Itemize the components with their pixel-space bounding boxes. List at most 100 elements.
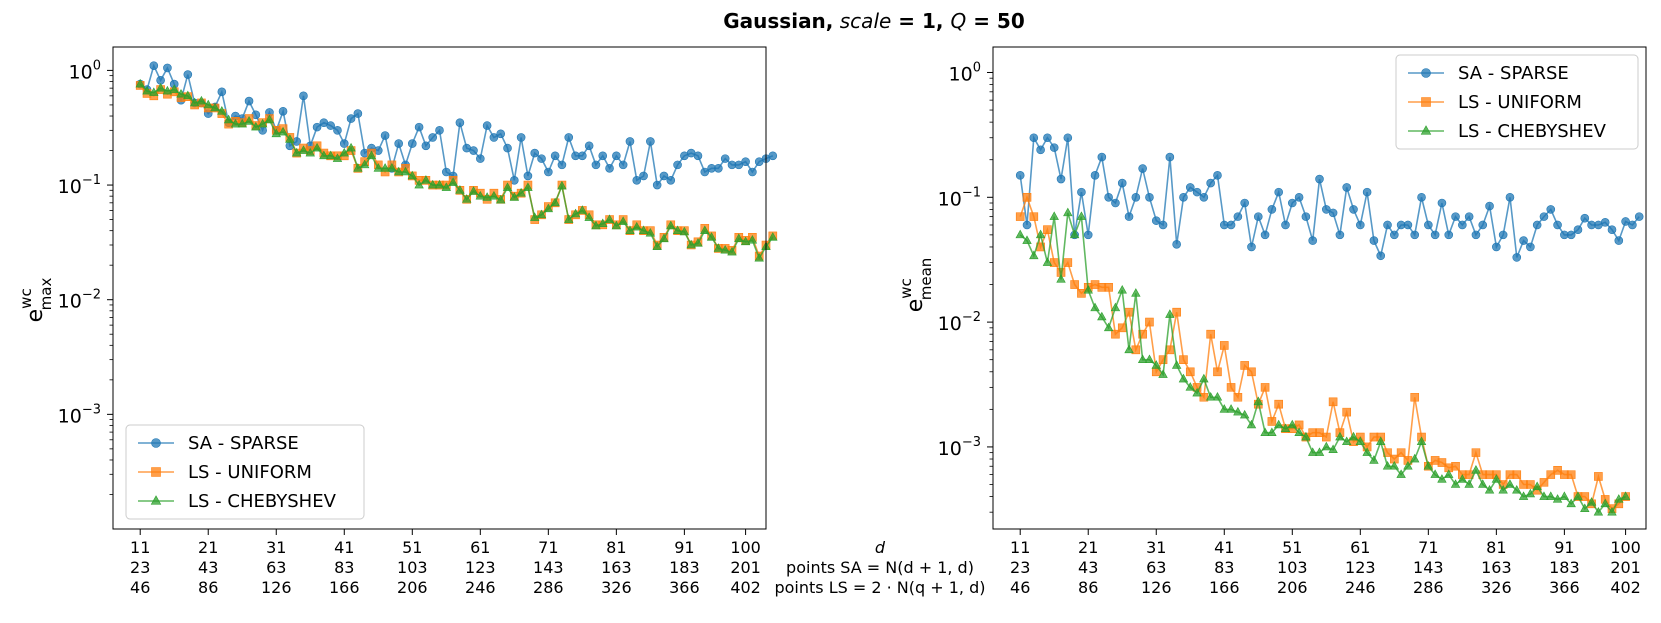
data-point [673,160,682,170]
data-point [1213,367,1222,377]
data-point [516,133,526,142]
data-point [475,190,486,200]
data-point [1614,236,1624,245]
data-point [1620,491,1631,500]
data-point [1111,329,1120,339]
data-point [1219,404,1229,413]
data-point [1573,491,1583,500]
data-point [1546,470,1556,479]
xtick-label-ls: 286 [1413,578,1444,597]
data-point [646,137,655,146]
xtick-label-ls: 206 [1277,578,1308,597]
ytick-label: 100 [949,60,981,85]
data-point [659,171,669,181]
data-point [332,153,343,162]
data-point [1390,230,1399,240]
data-point [1104,192,1113,202]
data-point [285,134,295,143]
data-point [1247,242,1256,252]
xtick-label-d: 51 [1282,538,1302,557]
data-point [564,214,574,223]
data-point [1233,392,1243,402]
data-point [598,218,608,228]
data-point [1403,220,1413,230]
data-point [1369,236,1379,245]
data-point [1273,419,1284,429]
xtick-label-sa: 201 [730,558,761,577]
right-plot-frame [992,46,1647,530]
data-point [387,163,397,172]
data-point [740,236,751,246]
xtick-label-d: 21 [1078,538,1098,557]
legend-label: LS - CHEBYSHEV [188,491,337,512]
xaxis-row-label-d: d [875,538,886,557]
data-point [632,221,642,231]
data-point [1552,494,1563,503]
ytick-base: 10 [58,405,82,427]
data-point [1532,220,1542,230]
legend-frame [1395,54,1639,150]
data-point [1145,192,1154,202]
data-point [1314,447,1325,456]
data-point [489,133,499,142]
data-point [400,166,411,176]
data-point [1444,230,1454,240]
xtick-label-sa: 23 [130,558,150,577]
data-point [1063,207,1073,217]
data-point [1376,436,1386,446]
data-point [1580,503,1590,512]
data-point [1322,205,1331,214]
xtick-label-d: 71 [538,538,558,557]
data-point [237,118,247,128]
xtick-label-sa: 123 [1345,558,1376,577]
title-eq2: = 50 [966,9,1025,33]
data-point [530,148,540,158]
data-point [1056,174,1066,184]
data-point [1349,205,1358,214]
data-point [1471,448,1481,457]
data-point [1559,491,1570,500]
data-point [325,150,336,160]
ytick-exp: −3 [82,402,101,417]
data-point [244,116,254,125]
data-point [1594,472,1603,481]
data-point [700,167,710,177]
xtick-label-d: 41 [1214,538,1234,557]
data-point [1376,251,1386,261]
xtick-label-ls: 86 [198,578,218,597]
data-point [1165,152,1175,162]
data-point [1621,217,1630,226]
data-point [659,233,669,243]
data-point [1124,307,1134,317]
data-point [1593,506,1604,516]
data-point [169,84,179,93]
data-point [666,220,676,230]
data-point [1158,369,1168,378]
data-point [1403,461,1413,470]
data-point [1239,409,1250,419]
data-point [1321,441,1332,451]
data-point [536,209,547,219]
legend-label: LS - UNIFORM [188,462,312,483]
data-point [380,163,390,172]
data-point [482,121,492,130]
data-point [1450,479,1461,488]
ytick-label: 10−3 [58,402,101,427]
data-point [645,228,656,237]
data-point [1246,419,1257,429]
data-point [183,90,193,100]
data-point [1090,171,1100,180]
data-point [428,133,437,142]
data-point [544,167,553,177]
data-point [1546,205,1556,214]
data-point [1260,427,1270,437]
data-point [1294,427,1304,437]
xtick-label-ls: 326 [1481,578,1512,597]
data-point [550,151,560,161]
series-line [1019,212,1626,514]
data-point [1274,399,1283,409]
data-point [1226,383,1236,392]
data-point [196,95,207,105]
